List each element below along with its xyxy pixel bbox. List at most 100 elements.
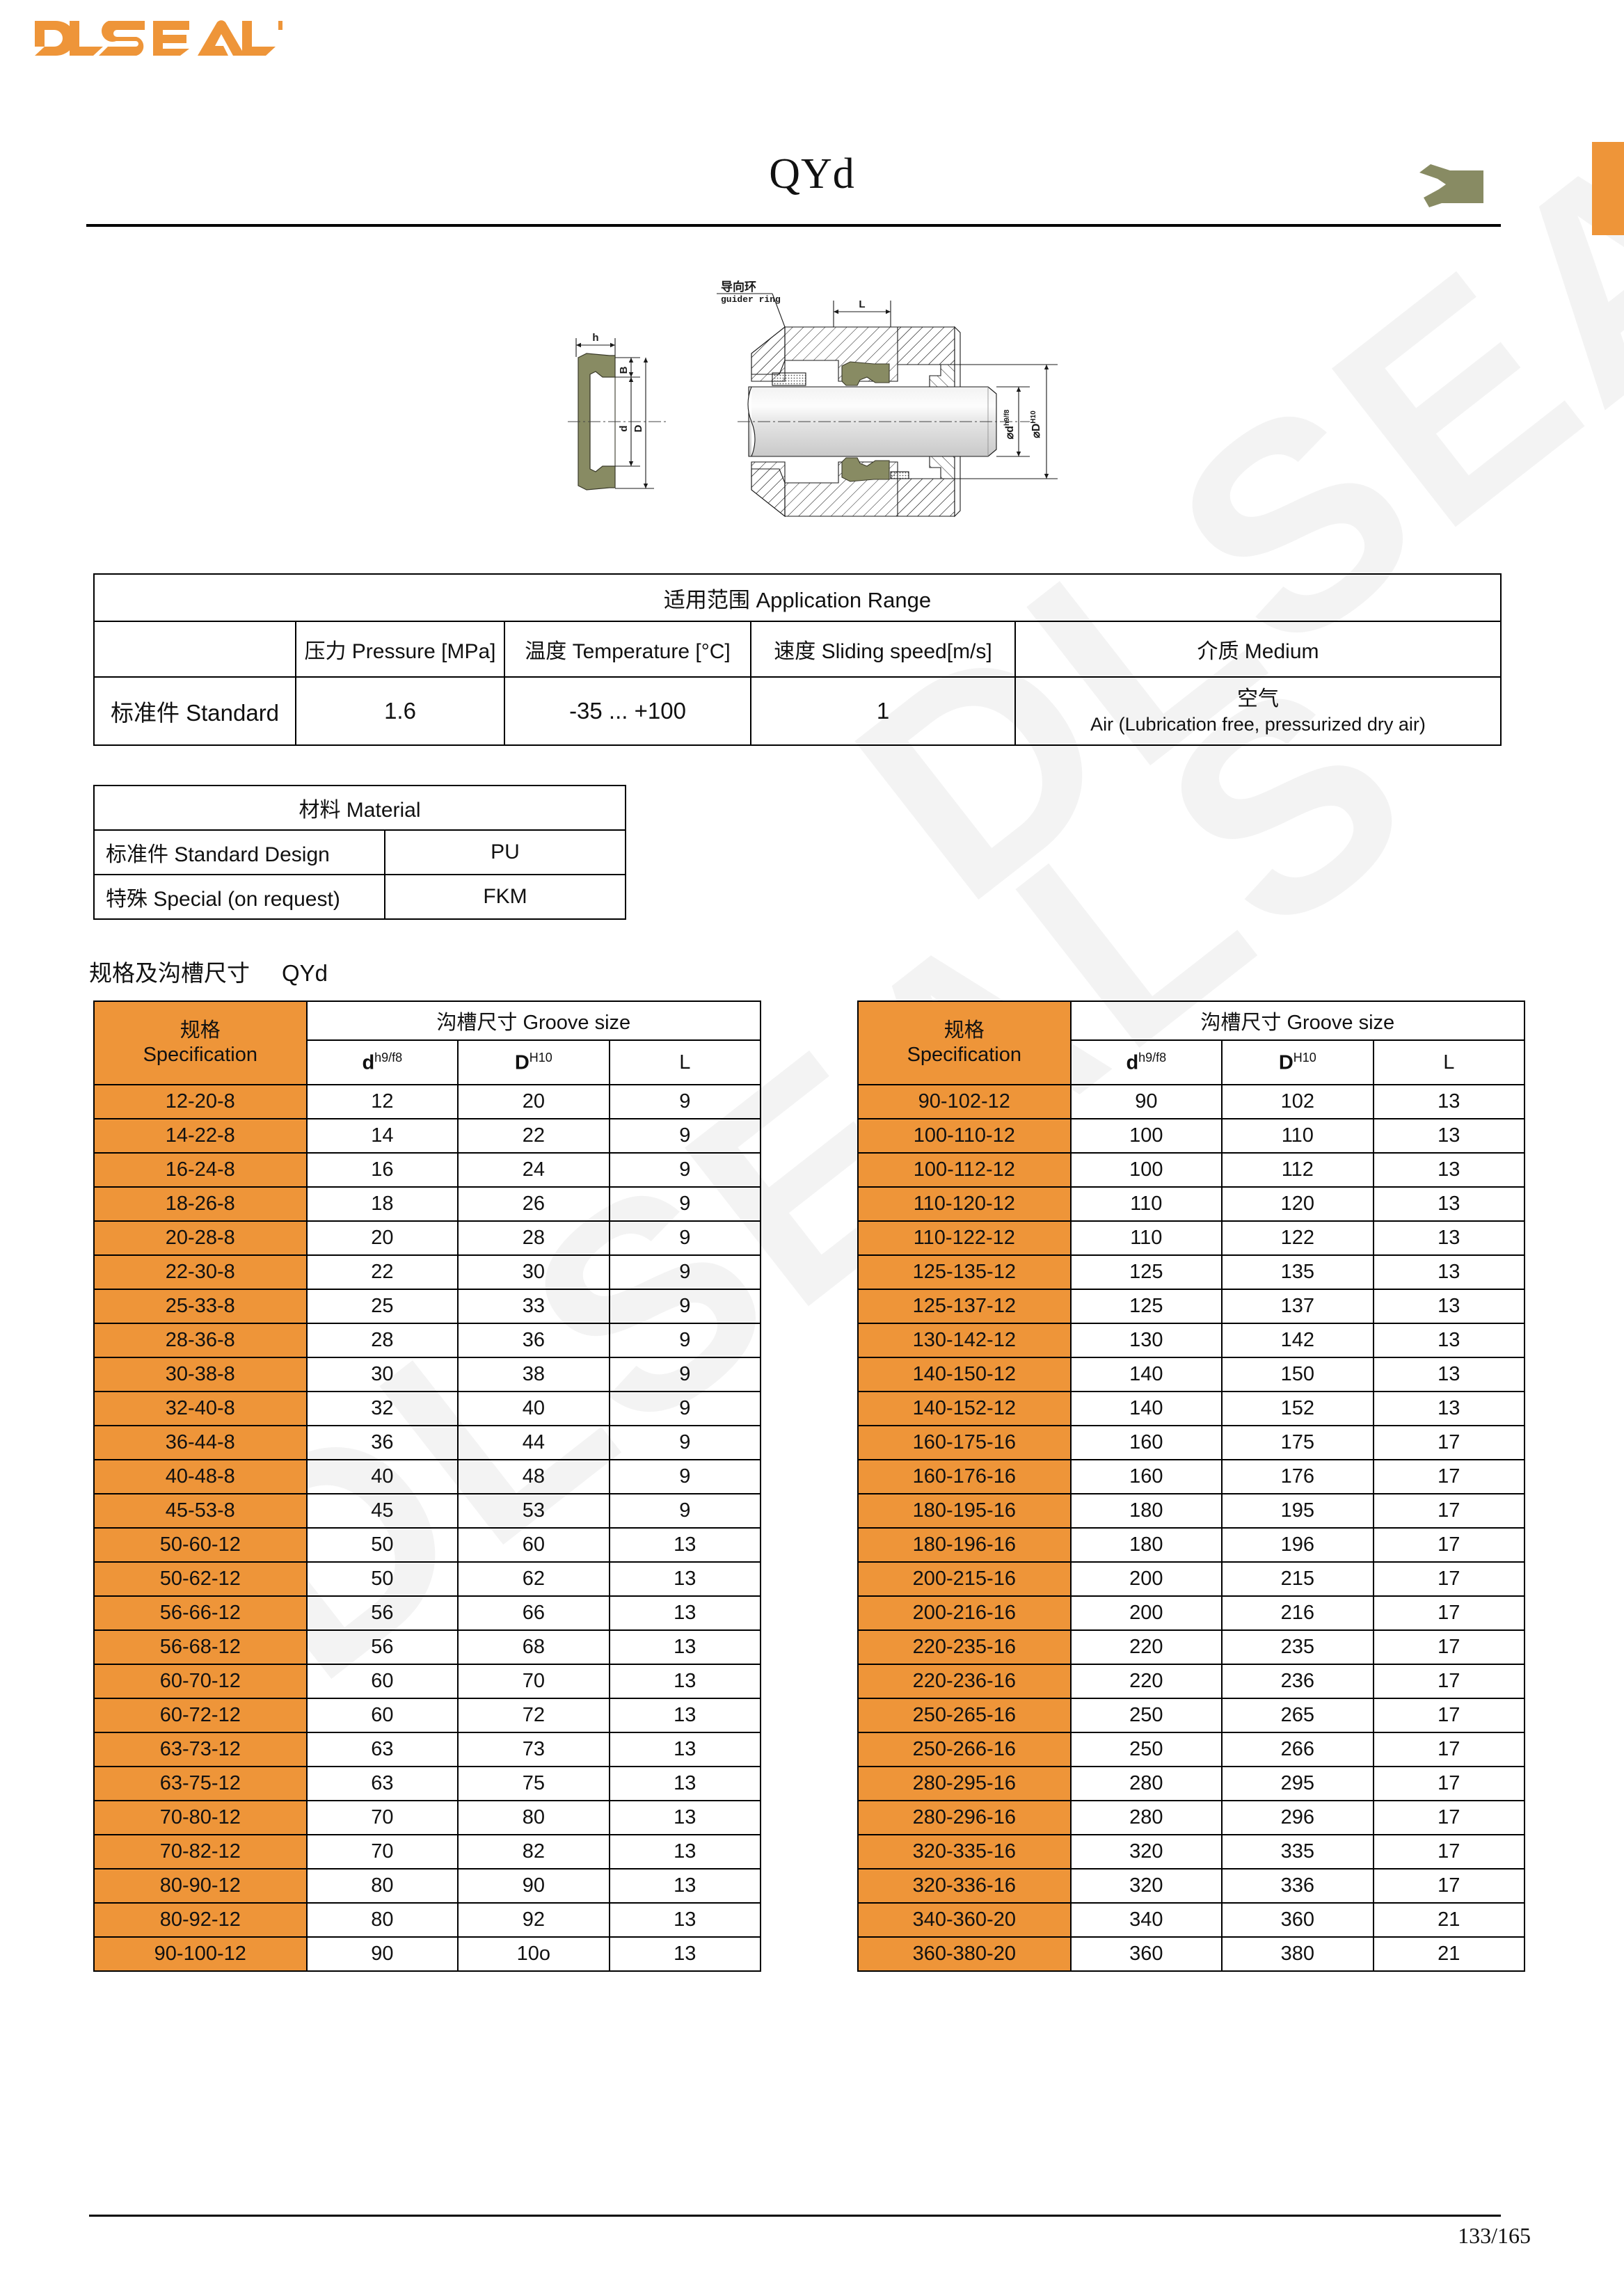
cell-d: 100 xyxy=(1069,1118,1223,1154)
cell-d: 22 xyxy=(305,1254,459,1290)
table-row: 36-44-8 36 44 9 xyxy=(93,1425,762,1460)
column-header-specification-cn: 规格 xyxy=(944,1019,985,1042)
column-header-D: DH10 xyxy=(457,1039,610,1085)
cell-L: 13 xyxy=(1372,1357,1526,1392)
material-row-label: 标准件 Standard Design xyxy=(93,829,385,875)
cell-d: 45 xyxy=(305,1493,459,1529)
column-header-d: dh9/f8 xyxy=(305,1039,459,1085)
material-row-value: FKM xyxy=(384,874,626,920)
temperature-value: -35 ... +100 xyxy=(504,676,751,746)
material-row-value: PU xyxy=(384,829,626,875)
cell-d: 90 xyxy=(1069,1084,1223,1119)
cell-L: 9 xyxy=(608,1220,762,1256)
table-row: 适用范围 Application Range xyxy=(93,573,1502,622)
cell-d: 180 xyxy=(1069,1493,1223,1529)
application-range-table: 适用范围 Application Range 压力 Pressure [MPa]… xyxy=(93,573,1502,746)
cell-d: 280 xyxy=(1069,1766,1223,1801)
svg-text:d: d xyxy=(618,425,630,431)
title-divider xyxy=(86,224,1501,227)
cell-d: 320 xyxy=(1069,1868,1223,1904)
column-header-D-tolerance: H10 xyxy=(1293,1050,1316,1065)
table-header-row: dh9/f8 DH10 L xyxy=(94,1039,762,1085)
cell-D: 152 xyxy=(1221,1391,1374,1426)
column-header-d-tolerance: h9/f8 xyxy=(374,1050,403,1065)
page-title: QYd xyxy=(769,150,855,198)
cell-D: 176 xyxy=(1221,1459,1374,1494)
cell-specification: 220-236-16 xyxy=(857,1664,1072,1699)
cell-D: 235 xyxy=(1221,1629,1374,1665)
column-header-d-tolerance: h9/f8 xyxy=(1138,1050,1167,1065)
cell-D: 102 xyxy=(1221,1084,1374,1119)
cell-d: 50 xyxy=(305,1527,459,1563)
cell-D: 44 xyxy=(457,1425,610,1460)
cell-D: 380 xyxy=(1221,1936,1374,1972)
cell-D: 137 xyxy=(1221,1289,1374,1324)
cell-L: 17 xyxy=(1372,1868,1526,1904)
medium-value: 空气 Air (Lubrication free, pressurized dr… xyxy=(1014,676,1502,746)
cell-L: 17 xyxy=(1372,1493,1526,1529)
cell-d: 280 xyxy=(1069,1800,1223,1835)
table-row: 45-53-8 45 53 9 xyxy=(93,1493,762,1529)
cell-specification: 70-82-12 xyxy=(93,1834,308,1870)
cell-specification: 130-142-12 xyxy=(857,1323,1072,1358)
cell-L: 9 xyxy=(608,1186,762,1222)
cell-L: 9 xyxy=(608,1493,762,1529)
cell-specification: 250-266-16 xyxy=(857,1732,1072,1767)
cell-D: 48 xyxy=(457,1459,610,1494)
cell-specification: 110-120-12 xyxy=(857,1186,1072,1222)
column-header-pressure: 压力 Pressure [MPa] xyxy=(295,621,505,678)
cell-d: 14 xyxy=(305,1118,459,1154)
spec-section-heading: 规格及沟槽尺寸 QYd xyxy=(89,955,328,988)
cell-d: 100 xyxy=(1069,1152,1223,1188)
cell-d: 63 xyxy=(305,1732,459,1767)
technical-drawing: h B d D 导向环 guider ring xyxy=(543,263,1065,545)
cell-d: 70 xyxy=(305,1800,459,1835)
cell-L: 17 xyxy=(1372,1766,1526,1801)
cell-D: 295 xyxy=(1221,1766,1374,1801)
cell-D: 38 xyxy=(457,1357,610,1392)
column-header-D-tolerance: H10 xyxy=(529,1050,552,1065)
cell-L: 17 xyxy=(1372,1595,1526,1631)
cell-d: 25 xyxy=(305,1289,459,1324)
cell-d: 130 xyxy=(1069,1323,1223,1358)
cell-specification: 28-36-8 xyxy=(93,1323,308,1358)
cell-specification: 36-44-8 xyxy=(93,1425,308,1460)
table-row: 28-36-8 28 36 9 xyxy=(93,1323,762,1358)
svg-text:⌀dh9/f8: ⌀dh9/f8 xyxy=(1003,409,1016,439)
table-row: 56-68-12 56 68 13 xyxy=(93,1629,762,1665)
cell-specification: 12-20-8 xyxy=(93,1084,308,1119)
page-number: 133/165 xyxy=(1458,2223,1531,2248)
cell-D: 120 xyxy=(1221,1186,1374,1222)
cell-L: 17 xyxy=(1372,1834,1526,1870)
medium-cn: 空气 xyxy=(1237,687,1279,710)
column-header-specification: 规格 Specification xyxy=(857,1000,1072,1085)
table-row: 100-112-12 100 112 13 xyxy=(857,1152,1526,1188)
table-row: 14-22-8 14 22 9 xyxy=(93,1118,762,1154)
table-header-row: 规格 Specification 沟槽尺寸 Groove size xyxy=(857,1000,1526,1085)
cell-specification: 125-135-12 xyxy=(857,1254,1072,1290)
cell-specification: 180-195-16 xyxy=(857,1493,1072,1529)
cell-D: 90 xyxy=(457,1868,610,1904)
table-row: 80-92-12 80 92 13 xyxy=(93,1902,762,1938)
cell-specification: 160-176-16 xyxy=(857,1459,1072,1494)
table-row: 56-66-12 56 66 13 xyxy=(93,1595,762,1631)
cell-D: 53 xyxy=(457,1493,610,1529)
table-row: 标准件 Standard Design PU xyxy=(93,829,626,875)
table-row: 12-20-8 12 20 9 xyxy=(93,1084,762,1119)
table-row: 220-236-16 220 236 17 xyxy=(857,1664,1526,1699)
svg-text:guider ring: guider ring xyxy=(721,294,781,305)
standard-label: 标准件 Standard xyxy=(93,676,296,746)
cell-d: 56 xyxy=(305,1629,459,1665)
material-row-label: 特殊 Special (on request) xyxy=(93,874,385,920)
specification-table-left: 规格 Specification 沟槽尺寸 Groove size dh9/f8… xyxy=(93,1000,762,1972)
cell-D: 75 xyxy=(457,1766,610,1801)
column-header-D-letter: D xyxy=(514,1051,530,1074)
cell-specification: 18-26-8 xyxy=(93,1186,308,1222)
cell-D: 360 xyxy=(1221,1902,1374,1938)
cell-L: 13 xyxy=(1372,1220,1526,1256)
table-row: 60-72-12 60 72 13 xyxy=(93,1698,762,1733)
cell-d: 32 xyxy=(305,1391,459,1426)
table-row: 90-100-12 90 10o 13 xyxy=(93,1936,762,1972)
table-row: 22-30-8 22 30 9 xyxy=(93,1254,762,1290)
table-row: 125-137-12 125 137 13 xyxy=(857,1289,1526,1324)
